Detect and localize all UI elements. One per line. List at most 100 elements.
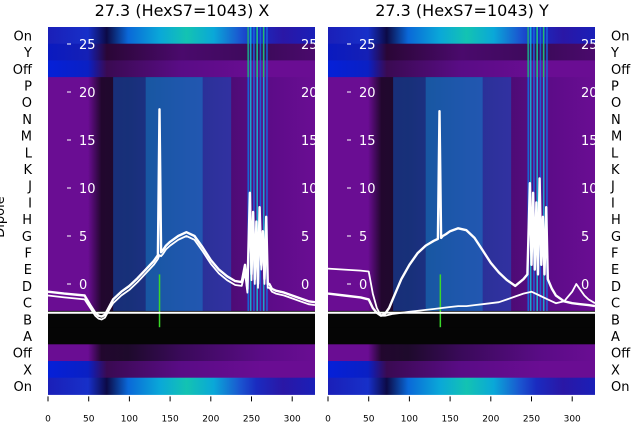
dipole-label-left: L: [25, 146, 33, 161]
heatmap-green-stripe: [542, 27, 545, 78]
dipole-row: [328, 361, 595, 379]
dipole-label-left: I: [28, 196, 32, 211]
overlay-ytick-label: 20: [359, 86, 376, 101]
dipole-label-right: Off: [611, 63, 631, 78]
dipole-row: [48, 310, 315, 329]
heatmap-stripe: [247, 27, 250, 311]
xtick-label: 250: [523, 414, 540, 424]
dipole-label-right: I: [611, 196, 615, 211]
dipole-label-left: P: [24, 79, 32, 94]
xtick-label: 200: [482, 414, 499, 424]
overlay-ytick-label-edge: 20: [581, 86, 598, 101]
xtick-label: 150: [442, 414, 459, 424]
overlay-ytick-label-edge: 0: [301, 278, 309, 293]
heatmap-stripe: [256, 27, 258, 311]
heatmap-intensity-core: [145, 77, 203, 311]
overlay-ytick-label-edge: 20: [301, 86, 318, 101]
dipole-label-right: D: [611, 280, 621, 295]
dipole-label-right: A: [611, 330, 620, 345]
dipole-label-left: N: [22, 113, 32, 128]
dipole-label-right: X: [611, 363, 620, 378]
dipole-label-right: P: [611, 79, 619, 94]
overlay-ytick-label-edge: 15: [581, 134, 598, 149]
xtick-label: 0: [45, 414, 51, 424]
dipole-label-right: O: [611, 96, 621, 111]
overlay-ytick-label: 15: [359, 134, 376, 149]
dipole-label-right: J: [610, 180, 615, 195]
overlay-ytick-label-edge: 10: [581, 182, 598, 197]
xtick-label: 200: [202, 414, 219, 424]
heatmap-stripe: [539, 27, 542, 311]
heatmap-green-stripe: [247, 27, 249, 78]
heatmap-stripe: [546, 27, 548, 311]
overlay-ytick-label: 5: [359, 230, 367, 245]
dipole-label-left: X: [23, 363, 32, 378]
heatmap-stripe: [536, 27, 538, 311]
dipole-label-right: L: [611, 146, 619, 161]
dipole-label-right: K: [611, 163, 620, 178]
overlay-ytick-label-edge: 15: [301, 134, 318, 149]
dipole-label-right: Y: [610, 46, 619, 61]
overlay-series-line: [327, 267, 596, 317]
dipole-label-right: F: [611, 246, 618, 261]
xtick-label: 50: [83, 414, 95, 424]
dipole-label-left: O: [22, 96, 32, 111]
dipole-label-right: H: [611, 213, 621, 228]
overlay-ytick-label-edge: 5: [301, 230, 309, 245]
overlay-ytick-label: 25: [359, 38, 376, 53]
dipole-label-left: Off: [13, 63, 33, 78]
overlay-series-line: [327, 109, 596, 317]
xtick-label: 0: [325, 414, 331, 424]
overlay-ytick-label: 0: [79, 278, 87, 293]
heatmap-stripe: [542, 27, 545, 311]
dipole-label-right: On: [611, 29, 629, 44]
dipole-label-left: E: [24, 263, 32, 278]
heatmap-stripe: [527, 27, 530, 311]
overlay-ytick-label: 25: [79, 38, 96, 53]
dipole-label-left: A: [23, 330, 32, 345]
overlay-ytick-label-edge: 0: [581, 278, 589, 293]
overlay-ytick-label: 15: [79, 134, 96, 149]
heatmap-stripe: [266, 27, 268, 311]
dipole-row: [328, 327, 595, 345]
heatmap-green-stripe: [262, 27, 265, 78]
heatmap-intensity-band: [393, 77, 512, 311]
dipole-label-right: N: [611, 113, 621, 128]
heatmap-stripe: [259, 27, 262, 311]
overlay-ytick-label: 5: [79, 230, 87, 245]
dipole-row: [328, 344, 595, 362]
overlay-ytick-label-edge: 25: [581, 38, 598, 53]
heatmap-stripe: [253, 27, 255, 311]
dipole-label-right: M: [611, 130, 622, 145]
dipole-label-left: C: [23, 297, 32, 312]
overlay-ytick-label: 20: [79, 86, 96, 101]
dipole-label-right: G: [611, 230, 621, 245]
overlay-ytick-label-edge: 10: [301, 182, 318, 197]
dipole-label-left: K: [23, 163, 32, 178]
dipole-row: [48, 344, 315, 362]
heatmap-stripe: [533, 27, 535, 311]
overlay-ytick-label: 10: [79, 182, 96, 197]
dipole-label-left: On: [14, 29, 32, 44]
dipole-label-left: D: [22, 280, 32, 295]
dipole-row: [328, 310, 595, 329]
dipole-label-left: Y: [23, 46, 32, 61]
xtick-label: 300: [564, 414, 581, 424]
overlay-ytick-label: 10: [359, 182, 376, 197]
dipole-label-right: E: [611, 263, 619, 278]
xtick-label: 250: [243, 414, 260, 424]
dipole-label-left: H: [22, 213, 32, 228]
dipole-label-left: Off: [13, 347, 33, 362]
xtick-label: 100: [401, 414, 418, 424]
overlay-ytick-label-edge: 25: [301, 38, 318, 53]
dipole-row: [328, 60, 595, 78]
heatmap-green-stripe: [527, 27, 529, 78]
dipole-label-left: J: [27, 180, 32, 195]
dipole-row: [328, 377, 595, 395]
xtick-label: 150: [162, 414, 179, 424]
dipole-label-right: Off: [611, 347, 631, 362]
dipole-row: [48, 60, 315, 78]
heatmap-stripe: [262, 27, 265, 311]
